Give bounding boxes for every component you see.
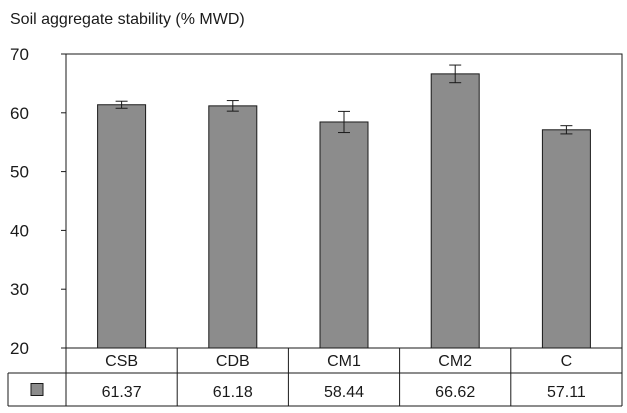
legend-key — [30, 383, 44, 396]
bar-cm2 — [430, 73, 480, 349]
y-axis-ticks: 20 30 40 50 60 70 — [10, 45, 66, 358]
category-label: CM2 — [438, 353, 472, 370]
bar-csb — [97, 104, 147, 349]
value-label: 61.37 — [102, 384, 142, 401]
data-table: CSB 61.37 CDB 61.18 CM1 58.44 CM2 66.62 C 57.11 — [7, 348, 623, 407]
category-label: CM1 — [327, 353, 361, 370]
value-label: 58.44 — [324, 384, 364, 401]
error-bar-csb — [115, 100, 128, 109]
value-label: 66.62 — [435, 384, 475, 401]
y-tick-label: 60 — [10, 104, 29, 123]
error-bar-cm2 — [449, 64, 462, 84]
y-tick-label: 30 — [10, 280, 29, 299]
y-axis-label: Soil aggregate stability (% MWD) — [10, 11, 245, 28]
category-label: CDB — [216, 353, 250, 370]
error-bar-cdb — [226, 100, 239, 112]
bar-cdb — [208, 105, 258, 349]
bar-cm1 — [319, 121, 369, 349]
bar-c — [541, 129, 591, 349]
error-bar-cm1 — [338, 110, 350, 134]
value-label: 57.11 — [547, 384, 586, 401]
bars-group — [97, 64, 591, 349]
legend-swatch — [30, 383, 44, 396]
y-tick-label: 70 — [10, 45, 29, 64]
y-tick-label: 40 — [10, 221, 29, 240]
error-bar-c — [560, 125, 573, 135]
value-label: 61.18 — [213, 384, 253, 401]
y-tick-label: 50 — [10, 163, 29, 182]
category-label: C — [561, 353, 573, 370]
category-label: CSB — [105, 353, 138, 370]
y-tick-label: 20 — [10, 339, 29, 358]
